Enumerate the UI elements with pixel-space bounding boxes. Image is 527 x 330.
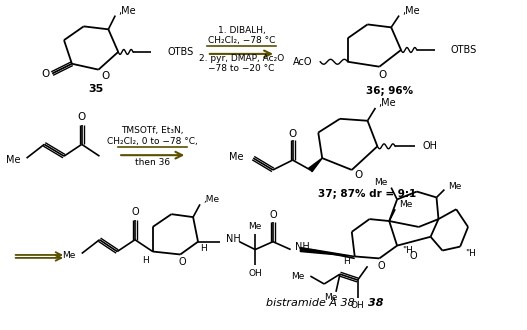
Text: 1. DIBALH,: 1. DIBALH, bbox=[218, 26, 265, 35]
Text: TMSOTf, Et₃N,: TMSOTf, Et₃N, bbox=[121, 126, 184, 135]
Text: O: O bbox=[409, 251, 417, 261]
Text: NH: NH bbox=[226, 234, 240, 244]
Text: 38: 38 bbox=[367, 298, 383, 308]
Text: NH: NH bbox=[295, 242, 309, 251]
Text: "H: "H bbox=[402, 246, 413, 255]
Text: Me: Me bbox=[399, 200, 413, 209]
Text: 36; 96%: 36; 96% bbox=[366, 86, 413, 96]
Text: CH₂Cl₂, −78 °C: CH₂Cl₂, −78 °C bbox=[208, 36, 275, 45]
Text: Me: Me bbox=[325, 293, 338, 302]
Text: Me: Me bbox=[63, 251, 76, 260]
Text: OH: OH bbox=[248, 269, 262, 278]
Text: Me: Me bbox=[291, 272, 305, 280]
Text: −78 to −20 °C: −78 to −20 °C bbox=[208, 64, 275, 73]
Text: ,Me: ,Me bbox=[402, 6, 419, 16]
Polygon shape bbox=[300, 248, 355, 256]
Text: H: H bbox=[201, 244, 207, 253]
Text: Me: Me bbox=[448, 182, 462, 191]
Text: 2. pyr, DMAP, Ac₂O: 2. pyr, DMAP, Ac₂O bbox=[199, 54, 284, 63]
Polygon shape bbox=[309, 158, 322, 172]
Text: OTBS: OTBS bbox=[168, 47, 194, 57]
Text: O: O bbox=[41, 69, 50, 79]
Text: AcO: AcO bbox=[293, 57, 313, 67]
Text: bistramide A 38: bistramide A 38 bbox=[266, 298, 355, 308]
Text: OH: OH bbox=[423, 141, 438, 151]
Text: OTBS: OTBS bbox=[450, 45, 476, 55]
Text: 35: 35 bbox=[88, 84, 103, 94]
Text: "H: "H bbox=[465, 249, 476, 258]
Text: O: O bbox=[131, 207, 139, 217]
Text: Me: Me bbox=[229, 152, 243, 162]
Text: OH: OH bbox=[351, 301, 365, 310]
Text: O: O bbox=[288, 129, 297, 139]
Text: ,Me: ,Me bbox=[378, 98, 396, 108]
Text: O: O bbox=[77, 112, 86, 122]
Text: O: O bbox=[179, 257, 186, 267]
Text: O: O bbox=[355, 170, 363, 180]
Text: 37; 87% dr = 9:1: 37; 87% dr = 9:1 bbox=[318, 189, 417, 200]
Text: then 36: then 36 bbox=[135, 157, 170, 167]
Text: H: H bbox=[142, 256, 149, 265]
Text: Me: Me bbox=[6, 155, 21, 165]
Text: O: O bbox=[102, 71, 110, 81]
Text: Me: Me bbox=[249, 222, 262, 231]
Text: ,Me: ,Me bbox=[203, 195, 219, 204]
Text: O: O bbox=[377, 261, 385, 271]
Text: O: O bbox=[269, 210, 277, 220]
Text: CH₂Cl₂, 0 to −78 °C,: CH₂Cl₂, 0 to −78 °C, bbox=[108, 137, 198, 146]
Text: ,Me: ,Me bbox=[118, 6, 136, 16]
Text: O: O bbox=[378, 70, 386, 80]
Text: Me: Me bbox=[374, 178, 387, 187]
Text: H: H bbox=[344, 257, 350, 266]
